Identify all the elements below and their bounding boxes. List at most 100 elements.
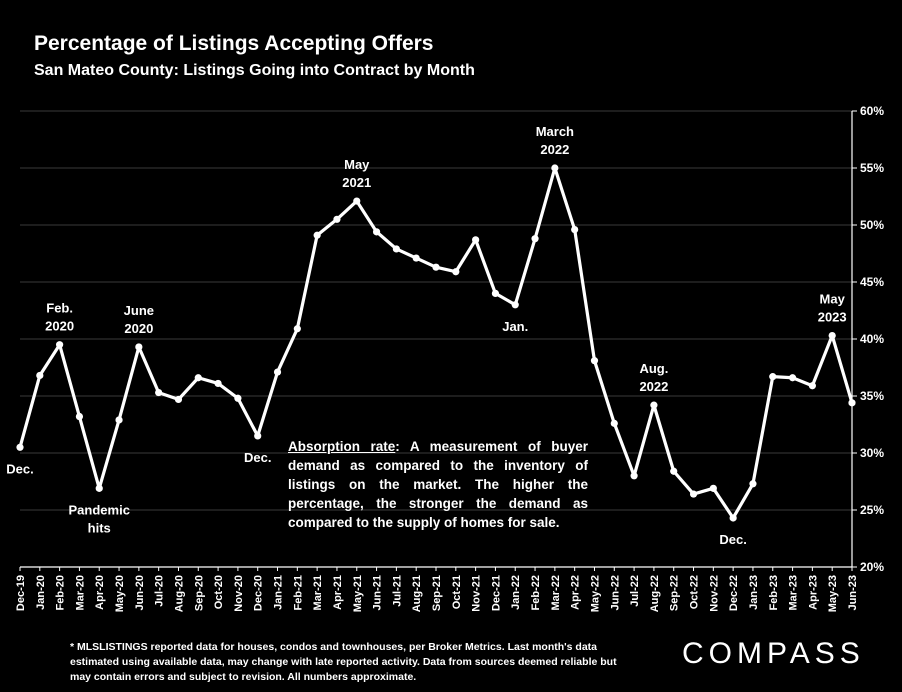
x-tick-label: Jan-23 [748,575,760,610]
data-point [313,231,321,239]
data-point [571,225,579,234]
y-tick-label: 40% [860,332,884,346]
annotation-label: Dec. [244,450,271,465]
data-point [412,254,420,262]
x-tick-label: Jun-21 [372,575,384,610]
annotation-label: Dec. [719,532,746,547]
definition-term: Absorption rate [288,439,396,454]
data-point [590,357,599,365]
x-tick-label: Apr-22 [570,575,582,610]
annotation-label: 2020 [124,321,153,336]
data-point [95,484,103,492]
x-tick-label: Aug-20 [173,575,185,612]
x-tick-label: Nov-21 [471,575,483,612]
data-point [115,416,123,424]
data-point [333,215,341,223]
data-point [511,301,519,309]
x-tick-label: Sep-20 [193,575,205,611]
compass-logo: COMPASS [682,637,865,670]
annotation-label: Aug. [639,361,668,376]
x-tick-label: Apr-21 [332,575,344,610]
x-tick-label: Dec-22 [728,575,740,611]
data-point [729,514,737,522]
data-point [709,484,717,492]
annotation-label: March [536,124,574,139]
x-tick-label: Apr-23 [807,575,819,610]
x-tick-label: May-23 [827,575,839,612]
definition-text: : A measurement of buyer demand as compa… [288,439,588,530]
annotation-label: hits [88,520,111,535]
data-point [372,228,381,236]
x-tick-label: May-20 [114,575,126,612]
x-tick-label: Jan-21 [273,575,285,610]
annotation-label: May [344,157,370,172]
x-tick-label: Oct-22 [689,575,701,609]
data-point [630,472,638,480]
data-point [432,263,440,271]
y-tick-label: 45% [860,275,884,289]
x-tick-label: Feb-20 [55,575,67,610]
data-point [808,382,816,390]
data-point [254,432,262,440]
chart-subtitle: San Mateo County: Listings Going into Co… [34,62,475,79]
x-tick-label: Jun-20 [134,575,146,610]
x-tick-label: Nov-20 [233,575,245,612]
x-tick-label: Feb-21 [292,575,304,610]
x-tick-label: Nov-22 [708,575,720,612]
x-tick-label: May-22 [589,575,601,612]
annotation-label: June [124,303,154,318]
data-point [273,368,282,376]
data-point [16,443,24,451]
y-tick-label: 30% [860,446,884,460]
y-axis: 20% 25% 30% 35% 40% 45% 50% 55% 60% [851,104,884,574]
x-tick-label: Dec-21 [490,575,502,611]
annotation-label: 2020 [45,319,74,334]
annotation-label: Pandemic [69,502,130,517]
x-tick-label: Aug-21 [411,575,423,612]
data-point [472,236,480,244]
x-tick-label: Jun-22 [609,575,621,610]
data-point [75,412,84,421]
x-tick-label: Mar-20 [74,575,86,610]
x-axis: Dec-19 Jan-20 Feb-20 Mar-20 Apr-20 May-20 Jun-… [15,566,859,612]
x-tick-label: Sep-22 [669,575,681,611]
x-tick-label: Feb-22 [530,575,542,610]
data-point [689,490,698,498]
data-point [491,289,500,297]
data-point [234,394,242,402]
data-point [155,388,163,397]
footnote: * MLSLISTINGS reported data for houses, … [70,641,617,683]
data-point [174,395,183,404]
data-point [293,325,301,333]
data-point [452,268,460,276]
x-tick-label: May-21 [352,575,364,612]
data-point [848,399,856,407]
annotation-label: May [820,292,846,307]
annotations: Dec. Feb. 2020 Pandemic hits June 2020 Dec. May 2… [6,124,846,547]
x-tick-label: Feb-23 [768,575,780,610]
data-points [16,164,856,522]
y-tick-label: 60% [860,104,884,118]
x-tick-label: Jul-20 [154,575,166,607]
x-tick-label: Jul-21 [391,575,403,607]
x-tick-label: Mar-21 [312,575,324,610]
x-tick-label: Dec-20 [253,575,265,611]
data-point [749,480,757,488]
data-point [610,419,618,427]
data-point [214,379,222,388]
x-tick-label: Oct-21 [451,575,463,609]
annotation-label: Dec. [6,461,33,476]
x-tick-label: Mar-23 [788,575,800,610]
annotation-label: Feb. [46,301,73,316]
y-tick-label: 20% [860,560,884,574]
data-point [551,164,559,172]
x-tick-label: Jan-22 [510,575,522,610]
data-point [135,343,143,351]
data-point [769,373,777,381]
data-point [392,245,400,253]
data-point [353,197,361,205]
annotation-label: 2023 [818,310,847,325]
absorption-rate-definition: Absorption rate: A measurement of buyer … [288,437,588,532]
x-tick-label: Sep-21 [431,575,443,611]
data-point [36,371,44,380]
